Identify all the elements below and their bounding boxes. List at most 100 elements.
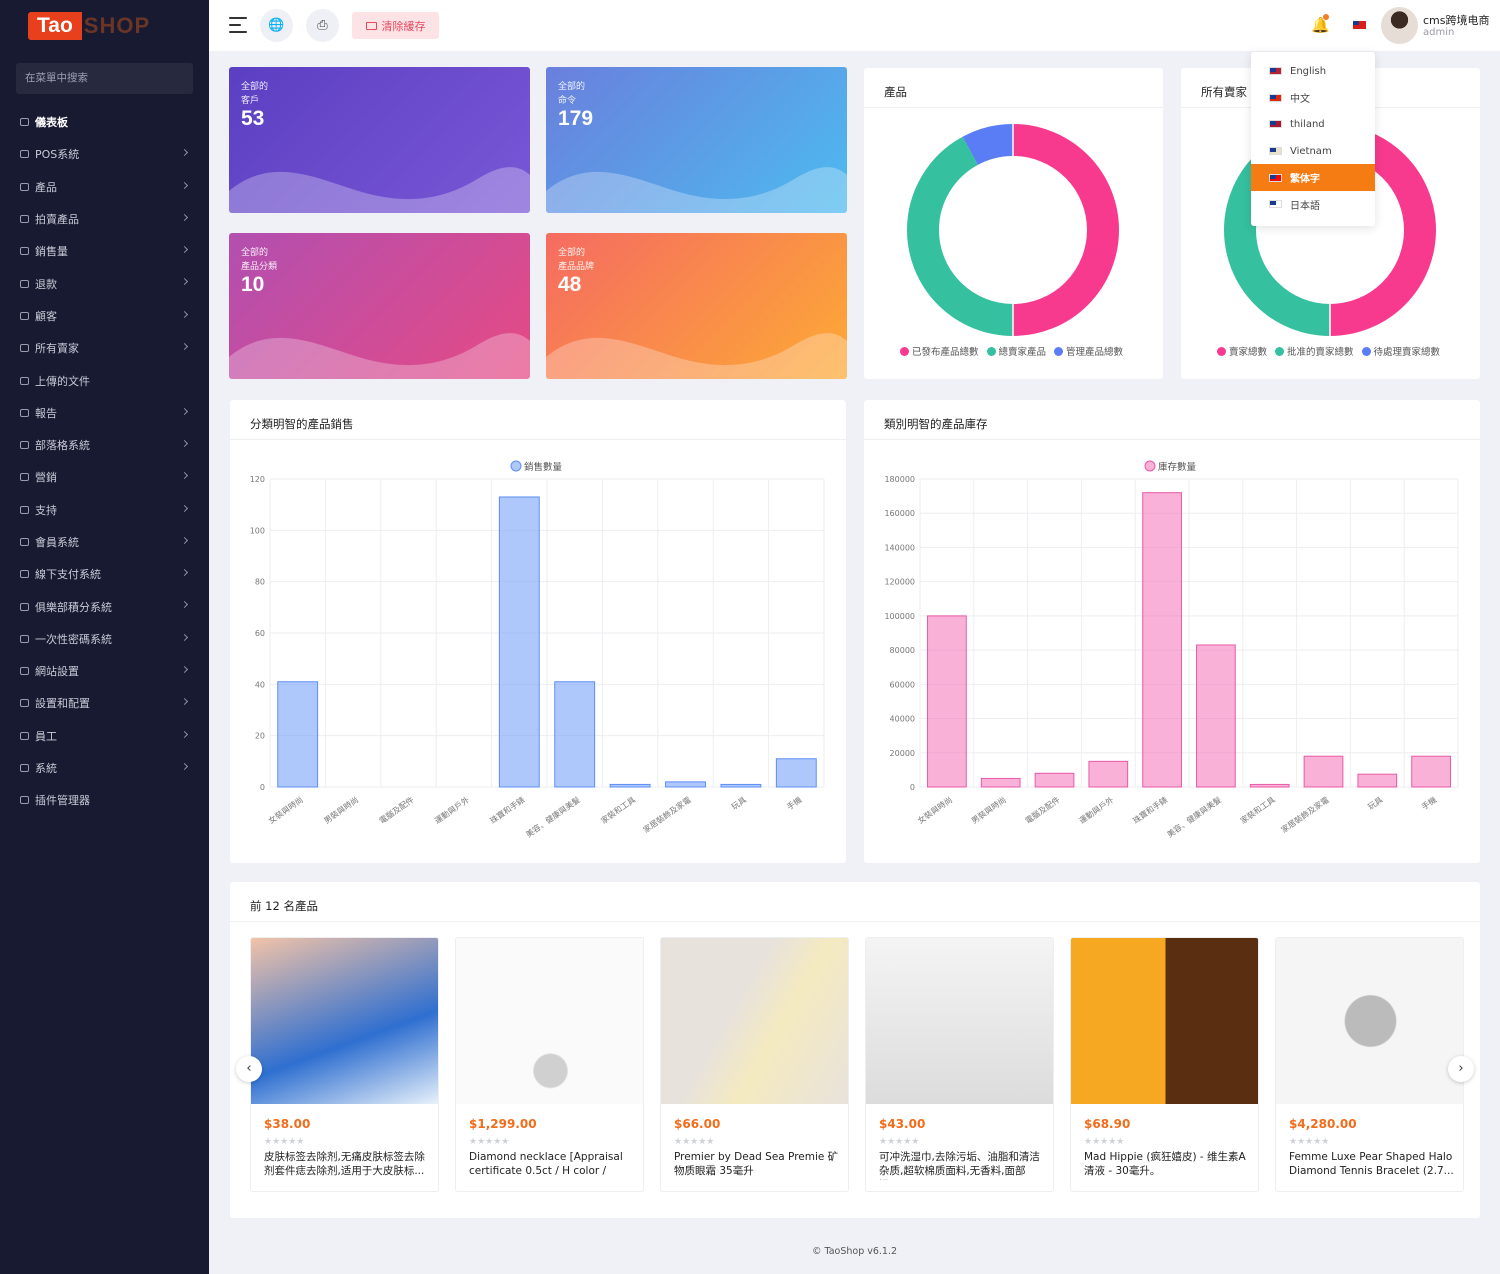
product-card[interactable]: $68.90 ★★★★★ Mad Hippie (疯狂嬉皮) - 维生素A 清液 -… — [1070, 937, 1259, 1192]
product-name[interactable]: Diamond necklace [Appraisal certificate … — [469, 1151, 623, 1180]
sidebar-item[interactable]: 產品 — [0, 171, 209, 203]
product-image[interactable] — [866, 938, 1053, 1104]
stat-label-1: 全部的 — [558, 248, 586, 258]
sidebar-item-label: 俱樂部積分系統 — [35, 600, 112, 614]
bell-icon[interactable]: 🔔 — [1311, 14, 1330, 34]
product-image[interactable] — [661, 938, 848, 1104]
sidebar-item-label: 支持 — [35, 503, 57, 517]
sidebar-item[interactable]: 會員系統 — [0, 526, 209, 558]
product-image[interactable] — [1071, 938, 1258, 1104]
carousel-prev-icon[interactable]: ‹ — [236, 1056, 262, 1082]
menu-toggle-icon[interactable] — [229, 17, 247, 33]
printer-icon[interactable]: ⎙ — [306, 9, 339, 42]
language-option[interactable]: Vietnam — [1251, 138, 1375, 165]
chevron-right-icon — [180, 601, 189, 609]
bar[interactable] — [1034, 772, 1075, 788]
phone-icon — [20, 634, 29, 643]
user-name[interactable]: cms跨境电商 — [1423, 14, 1490, 27]
flag-icon — [1269, 67, 1282, 76]
gear-icon — [20, 699, 29, 708]
bar[interactable] — [775, 758, 817, 788]
globe-icon[interactable]: 🌐 — [260, 9, 293, 42]
bar[interactable] — [1411, 755, 1451, 788]
language-option[interactable]: 繁体字 — [1251, 164, 1375, 191]
product-card[interactable]: $43.00 ★★★★★ 可冲洗湿巾,去除污垢、油脂和清洁杂质,超软棉质面料,无香料… — [865, 937, 1054, 1192]
chevron-right-icon — [180, 181, 189, 189]
sidebar-item[interactable]: 所有賣家 — [0, 332, 209, 364]
bar[interactable] — [720, 783, 762, 788]
bar[interactable] — [927, 615, 967, 788]
language-label: 繁体字 — [1290, 174, 1320, 186]
sidebar-item[interactable]: 支持 — [0, 494, 209, 526]
bar[interactable] — [1088, 760, 1129, 788]
sidebar-item-label: 插件管理器 — [35, 794, 90, 808]
x-tick-label: 運動與戶外 — [1077, 794, 1116, 825]
bar[interactable] — [1357, 773, 1398, 788]
bar[interactable] — [1142, 492, 1182, 788]
sidebar-item[interactable]: 網站設置 — [0, 655, 209, 687]
product-name[interactable]: Femme Luxe Pear Shaped Halo Diamond Tenn… — [1289, 1151, 1454, 1177]
product-name[interactable]: Premier by Dead Sea Premie 矿物质眼霜 35毫升 — [674, 1151, 839, 1177]
menu-search-input[interactable]: 在菜單中搜索 — [16, 63, 193, 94]
bar[interactable] — [554, 681, 596, 788]
product-card[interactable]: $66.00 ★★★★★ Premier by Dead Sea Premie 矿物… — [660, 937, 849, 1192]
sidebar-item[interactable]: 線下支付系統 — [0, 558, 209, 590]
language-option[interactable]: 中文 — [1251, 85, 1375, 112]
sidebar-item-label: 報告 — [35, 406, 57, 420]
sidebar-item[interactable]: 拍賣產品 — [0, 203, 209, 235]
product-card[interactable]: $1,299.00 ★★★★★ Diamond necklace [Appraisa… — [455, 937, 644, 1192]
sidebar-item[interactable]: 營銷 — [0, 461, 209, 493]
bar[interactable] — [1196, 644, 1236, 788]
logo-tao: Tao — [28, 12, 82, 40]
sidebar-item[interactable]: 儀表板 — [0, 106, 209, 138]
language-option[interactable]: 日本語 — [1251, 191, 1375, 218]
product-image[interactable] — [456, 938, 643, 1104]
sidebar-item[interactable]: 系統 — [0, 752, 209, 784]
bar[interactable] — [609, 783, 651, 788]
megaphone-icon — [20, 473, 29, 482]
y-tick-label: 120 — [250, 475, 265, 484]
carousel-next-icon[interactable]: › — [1448, 1056, 1474, 1082]
product-image[interactable] — [1276, 938, 1463, 1104]
product-name[interactable]: 可冲洗湿巾,去除污垢、油脂和清洁杂质,超软棉质面料,无香料,面部湿... — [879, 1151, 1040, 1180]
sidebar-item[interactable]: 一次性密碼系統 — [0, 623, 209, 655]
bar[interactable] — [980, 777, 1021, 788]
bar[interactable] — [665, 781, 706, 788]
bar[interactable] — [277, 681, 319, 788]
sidebar-item[interactable]: 俱樂部積分系統 — [0, 590, 209, 622]
bar[interactable] — [1249, 783, 1290, 788]
x-tick-label: 家裝和工具 — [1238, 794, 1277, 825]
bar[interactable] — [498, 496, 540, 788]
sidebar-item[interactable]: 顧客 — [0, 300, 209, 332]
sidebar-item[interactable]: 銷售量 — [0, 235, 209, 267]
x-tick-label: 家居裝飾及家電 — [641, 794, 693, 834]
product-card[interactable]: $38.00 ★★★★★ 皮肤标签去除剂,无痛皮肤标签去除剂套件痣去除剂,适用于大皮… — [250, 937, 439, 1192]
sidebar-item[interactable]: 設置和配置 — [0, 687, 209, 719]
product-name[interactable]: 皮肤标签去除剂,无痛皮肤标签去除剂套件痣去除剂,适用于大皮肤标... — [264, 1151, 425, 1177]
bar[interactable] — [1303, 755, 1344, 788]
sidebar-item[interactable]: 退款 — [0, 267, 209, 299]
y-tick-label: 0 — [260, 783, 265, 792]
product-image[interactable] — [251, 938, 438, 1104]
sidebar-item[interactable]: POS系統 — [0, 138, 209, 170]
sidebar-item-label: 系統 — [35, 762, 57, 776]
sidebar-item[interactable]: 部落格系統 — [0, 429, 209, 461]
rating-stars-icon: ★★★★★ — [1084, 1137, 1125, 1147]
language-option[interactable]: English — [1251, 58, 1375, 85]
sidebar-item[interactable]: 上傳的文件 — [0, 364, 209, 396]
sidebar-item-label: 銷售量 — [35, 245, 68, 259]
sidebar-item[interactable]: 報告 — [0, 397, 209, 429]
logo[interactable]: Tao SHOP — [28, 12, 150, 40]
product-card[interactable]: $4,280.00 ★★★★★ Femme Luxe Pear Shaped Hal… — [1275, 937, 1464, 1192]
avatar[interactable] — [1381, 7, 1418, 44]
language-flag-icon[interactable] — [1353, 21, 1366, 29]
sidebar-item[interactable]: 插件管理器 — [0, 784, 209, 816]
clear-cache-button[interactable]: 清除緩存 — [352, 12, 439, 39]
money-icon — [20, 570, 29, 579]
stock-bar-chart: 庫存數量 0 20000 40000 60000 80000 100000 120000 140… — [884, 460, 1459, 839]
sidebar-item[interactable]: 員工 — [0, 720, 209, 752]
language-option[interactable]: thiland — [1251, 111, 1375, 138]
stat-value: 10 — [241, 273, 265, 296]
clear-cache-label: 清除緩存 — [381, 19, 426, 33]
product-name[interactable]: Mad Hippie (疯狂嬉皮) - 维生素A 清液 - 30毫升。 — [1084, 1151, 1246, 1177]
